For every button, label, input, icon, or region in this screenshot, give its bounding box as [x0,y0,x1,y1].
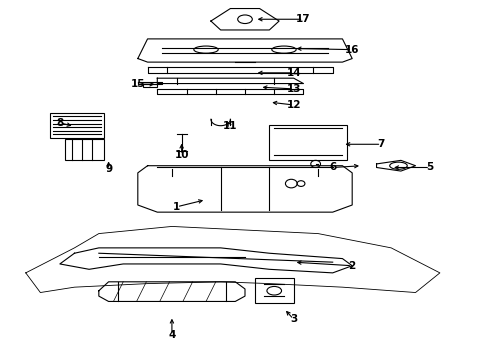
Text: 17: 17 [296,14,311,24]
Bar [270,125,347,160]
Text: 6: 6 [329,162,336,172]
Text: 11: 11 [223,121,238,131]
Bar [50,113,104,138]
Text: 3: 3 [290,314,297,324]
Text: 13: 13 [287,84,301,94]
Text: 5: 5 [426,162,434,172]
Text: 14: 14 [287,68,301,78]
Text: 16: 16 [345,45,360,55]
Bar [255,278,294,303]
Text: 10: 10 [174,150,189,160]
Text: 9: 9 [105,164,112,174]
Bar [143,84,157,87]
Text: 15: 15 [130,79,145,89]
Text: 12: 12 [287,100,301,110]
Text: 7: 7 [378,139,385,149]
Text: 2: 2 [348,261,356,271]
Text: 1: 1 [173,202,180,212]
Text: 8: 8 [56,118,64,128]
Text: 4: 4 [168,330,175,341]
Bar [65,139,104,160]
